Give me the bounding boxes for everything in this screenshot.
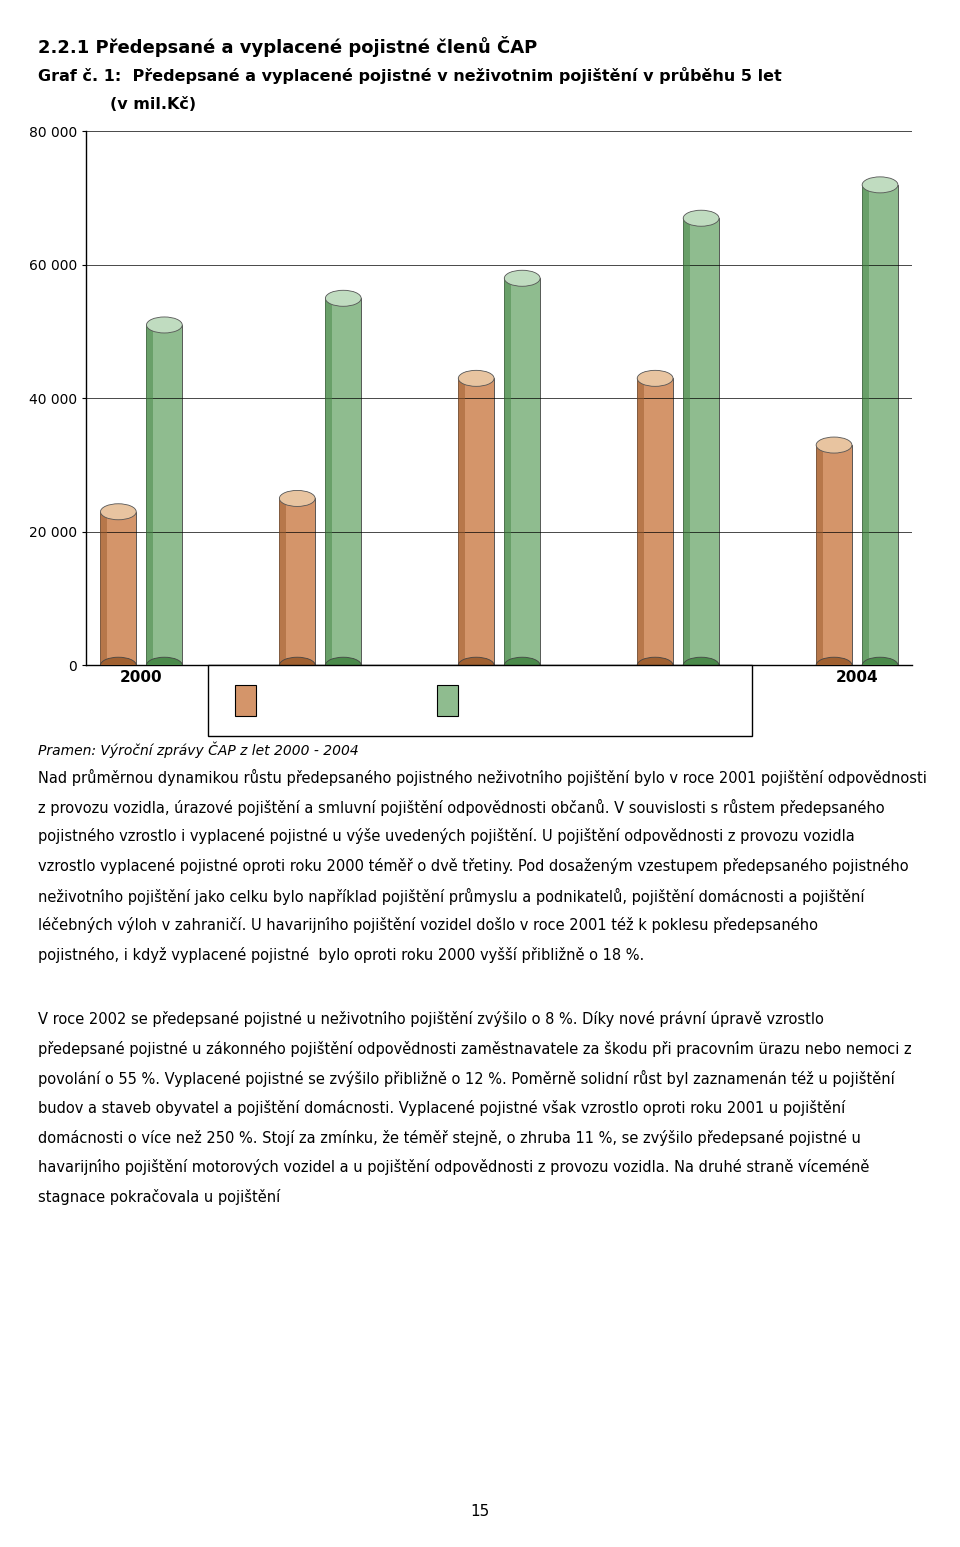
Text: pojistného, i když vyplacené pojistné  bylo oproti roku 2000 vyšší přibližně o 1: pojistného, i když vyplacené pojistné by… bbox=[38, 947, 645, 964]
Ellipse shape bbox=[101, 657, 136, 673]
Bar bbox=[147, 325, 182, 665]
Text: V roce 2002 se předepsané pojistné u neživotního pojištění zvýšilo o 8 %. Díky : V roce 2002 se předepsané pojistné u než… bbox=[38, 1010, 825, 1027]
Text: budov a staveb obyvatel a pojištění domácnosti. Vyplacené pojistné však vzrostlo: budov a staveb obyvatel a pojištění domá… bbox=[38, 1100, 846, 1115]
Bar bbox=[106, 665, 893, 674]
Ellipse shape bbox=[147, 317, 182, 333]
Bar bbox=[101, 512, 107, 665]
Bar bbox=[504, 278, 540, 665]
Bar bbox=[325, 299, 361, 665]
Bar bbox=[458, 379, 494, 665]
Ellipse shape bbox=[684, 210, 719, 226]
Ellipse shape bbox=[101, 504, 136, 520]
Ellipse shape bbox=[816, 438, 852, 453]
Bar bbox=[862, 186, 898, 665]
Ellipse shape bbox=[684, 657, 719, 673]
Text: domácnosti o více než 250 %. Stojí za zmínku, že téměř stejně, o zhruba 11 %, se: domácnosti o více než 250 %. Stojí za zm… bbox=[38, 1129, 861, 1146]
Bar bbox=[684, 218, 719, 665]
Ellipse shape bbox=[504, 657, 540, 673]
Text: povolání o 55 %. Vyplacené pojistné se zvýšilo přibližně o 12 %. Poměrně solidní: povolání o 55 %. Vyplacené pojistné se z… bbox=[38, 1071, 895, 1088]
Ellipse shape bbox=[325, 657, 361, 673]
Text: neživotního pojištění jako celku bylo například pojištění průmyslu a podnikatel: neživotního pojištění jako celku bylo n… bbox=[38, 888, 865, 905]
Bar bbox=[816, 446, 823, 665]
Bar bbox=[458, 379, 465, 665]
Text: stagnace pokračovala u pojištění: stagnace pokračovala u pojištění bbox=[38, 1190, 280, 1205]
Ellipse shape bbox=[816, 657, 852, 673]
Bar bbox=[279, 498, 286, 665]
Ellipse shape bbox=[862, 657, 898, 673]
Text: vyplacené pojistné: vyplacené pojistné bbox=[261, 692, 392, 707]
Ellipse shape bbox=[458, 370, 494, 387]
Ellipse shape bbox=[458, 657, 494, 673]
Bar bbox=[862, 186, 869, 665]
Bar bbox=[637, 379, 643, 665]
Text: Nad průměrnou dynamikou růstu předepsaného pojistného neživotního pojištění byl: Nad průměrnou dynamikou růstu předepsané… bbox=[38, 769, 927, 786]
Bar bbox=[637, 379, 673, 665]
Text: vzrostlo vyplacené pojistné oproti roku 2000 téměř o dvě třetiny. Pod dosaženým : vzrostlo vyplacené pojistné oproti roku … bbox=[38, 859, 909, 874]
Text: předepsané pojistné u zákonného pojištění odpovědnosti zaměstnavatele za škodu p: předepsané pojistné u zákonného pojištěn… bbox=[38, 1041, 912, 1057]
Ellipse shape bbox=[862, 176, 898, 193]
Ellipse shape bbox=[279, 490, 315, 506]
Ellipse shape bbox=[504, 271, 540, 286]
Text: 2.2.1 Předepsané a vyplacené pojistné členů ČAP: 2.2.1 Předepsané a vyplacené pojistné čl… bbox=[38, 36, 538, 57]
Bar bbox=[504, 278, 511, 665]
Bar bbox=[325, 299, 332, 665]
Ellipse shape bbox=[279, 657, 315, 673]
Bar bbox=[279, 498, 315, 665]
Bar bbox=[816, 446, 852, 665]
Ellipse shape bbox=[147, 657, 182, 673]
Text: (v mil.Kč): (v mil.Kč) bbox=[110, 97, 197, 113]
Text: 15: 15 bbox=[470, 1504, 490, 1519]
Text: léčebných výloh v zahraničí. U havarijního pojištění vozidel došlo v roce 2001 : léčebných výloh v zahraničí. U havarijni… bbox=[38, 917, 818, 933]
Text: z provozu vozidla, úrazové pojištění a smluvní pojištění odpovědnosti občanů. V : z provozu vozidla, úrazové pojištění a s… bbox=[38, 798, 885, 815]
Ellipse shape bbox=[325, 291, 361, 306]
Text: Graf č. 1:  Předepsané a vyplacené pojistné v neživotnim pojištění v průběhu 5 l: Graf č. 1: Předepsané a vyplacené pojist… bbox=[38, 67, 782, 84]
Text: havarijního pojištění motorových vozidel a u pojištění odpovědnosti z provozu v: havarijního pojištění motorových vozide… bbox=[38, 1159, 870, 1176]
Text: Pramen: Výroční zprávy ČAP z let 2000 - 2004: Pramen: Výroční zprávy ČAP z let 2000 - … bbox=[38, 741, 359, 758]
Ellipse shape bbox=[637, 657, 673, 673]
Text: předepsané pojistné: předepsané pojistné bbox=[463, 692, 605, 707]
Bar bbox=[147, 325, 153, 665]
Ellipse shape bbox=[637, 370, 673, 387]
Text: pojistného vzrostlo i vyplacené pojistné u výše uvedených pojištění. U pojištění: pojistného vzrostlo i vyplacené pojistné… bbox=[38, 828, 855, 845]
Bar bbox=[101, 512, 136, 665]
Bar bbox=[684, 218, 689, 665]
